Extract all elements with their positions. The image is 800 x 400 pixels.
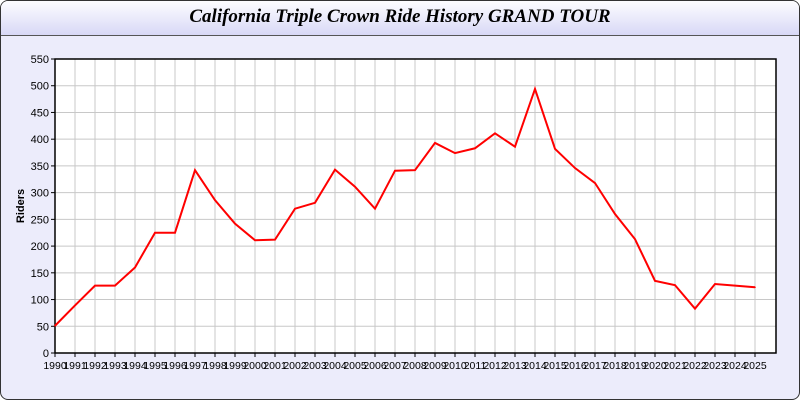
data-point	[474, 147, 476, 150]
x-tick-label: 2018	[603, 360, 627, 372]
x-tick-label: 1990	[43, 360, 67, 372]
data-point	[254, 239, 256, 242]
data-point	[654, 280, 656, 282]
data-point	[754, 286, 756, 289]
data-point	[694, 307, 696, 310]
data-point	[454, 152, 456, 154]
y-tick-label: 100	[31, 295, 49, 307]
x-tick-label: 1994	[123, 360, 147, 372]
x-tick-label: 2006	[363, 360, 387, 372]
x-tick-label: 2024	[723, 360, 747, 372]
y-tick-label: 450	[31, 107, 49, 119]
y-tick-label: 150	[31, 268, 49, 280]
x-tick-label: 2015	[543, 360, 567, 372]
x-tick-label: 2025	[743, 360, 767, 372]
data-point	[574, 167, 576, 169]
data-point	[494, 132, 496, 135]
x-tick-label: 2014	[523, 360, 547, 372]
chart-title: California Triple Crown Ride History GRA…	[189, 6, 611, 27]
y-tick-label: 500	[31, 81, 49, 93]
x-tick-label: 1998	[203, 360, 227, 372]
y-tick-label: 350	[31, 161, 49, 173]
x-tick-label: 2022	[683, 360, 707, 372]
y-tick-label: 300	[31, 188, 49, 200]
x-tick-label: 2016	[563, 360, 587, 372]
x-tick-label: 1992	[83, 360, 107, 372]
x-tick-label: 1993	[103, 360, 127, 372]
x-tick-label: 2021	[663, 360, 687, 372]
x-tick-label: 2012	[483, 360, 507, 372]
data-point	[394, 169, 396, 172]
data-point	[594, 182, 596, 184]
data-point	[674, 284, 676, 286]
x-tick-label: 2023	[703, 360, 727, 372]
data-point	[714, 283, 716, 285]
x-tick-label: 2000	[243, 360, 267, 372]
data-point	[434, 142, 436, 144]
data-point	[354, 185, 356, 188]
x-tick-label: 2017	[583, 360, 607, 372]
x-tick-label: 2020	[643, 360, 667, 372]
y-tick-label: 200	[31, 241, 49, 253]
data-point	[74, 304, 76, 307]
x-tick-label: 2001	[263, 360, 287, 372]
x-tick-label: 2004	[323, 360, 347, 372]
series-line	[54, 85, 756, 327]
data-point	[114, 284, 116, 287]
x-tick-label: 2005	[343, 360, 367, 372]
data-point	[294, 207, 296, 210]
x-tick-label: 2002	[283, 360, 307, 372]
y-tick-label: 550	[31, 54, 49, 66]
data-point	[554, 148, 556, 150]
data-point	[314, 201, 316, 204]
x-tick-label: 1995	[143, 360, 167, 372]
y-tick-label: 400	[31, 134, 49, 146]
x-tick-label: 2010	[443, 360, 467, 372]
title-bar: California Triple Crown Ride History GRA…	[1, 1, 799, 36]
data-point	[414, 169, 416, 171]
x-tick-label: 2003	[303, 360, 327, 372]
plot-border	[54, 58, 777, 354]
y-axis-label: Riders	[15, 189, 27, 223]
data-point	[614, 213, 616, 215]
x-tick-label: 1997	[183, 360, 207, 372]
data-point	[634, 238, 636, 240]
data-point	[214, 199, 216, 201]
data-point	[154, 231, 156, 234]
x-tick-label: 2008	[403, 360, 427, 372]
x-tick-label: 2011	[464, 360, 487, 372]
data-point	[334, 168, 336, 171]
x-tick-label: 2009	[423, 360, 447, 372]
x-tick-label: 1996	[163, 360, 187, 372]
data-point	[54, 324, 56, 327]
data-point	[514, 145, 516, 148]
x-tick-label: 1991	[63, 360, 87, 372]
data-point	[174, 231, 176, 234]
data-point	[234, 222, 236, 225]
y-tick-label: 50	[37, 321, 49, 333]
data-point	[194, 169, 196, 171]
y-tick-label: 250	[31, 214, 49, 226]
data-point	[734, 284, 736, 287]
data-point	[134, 266, 136, 269]
data-point	[94, 284, 96, 287]
x-tick-label: 2019	[623, 360, 647, 372]
data-point	[374, 207, 376, 210]
x-tick-label: 1999	[223, 360, 247, 372]
data-point	[534, 88, 536, 90]
data-point	[274, 238, 276, 241]
y-tick-label: 0	[43, 348, 49, 360]
x-tick-label: 2013	[503, 360, 527, 372]
x-tick-label: 2007	[383, 360, 407, 372]
